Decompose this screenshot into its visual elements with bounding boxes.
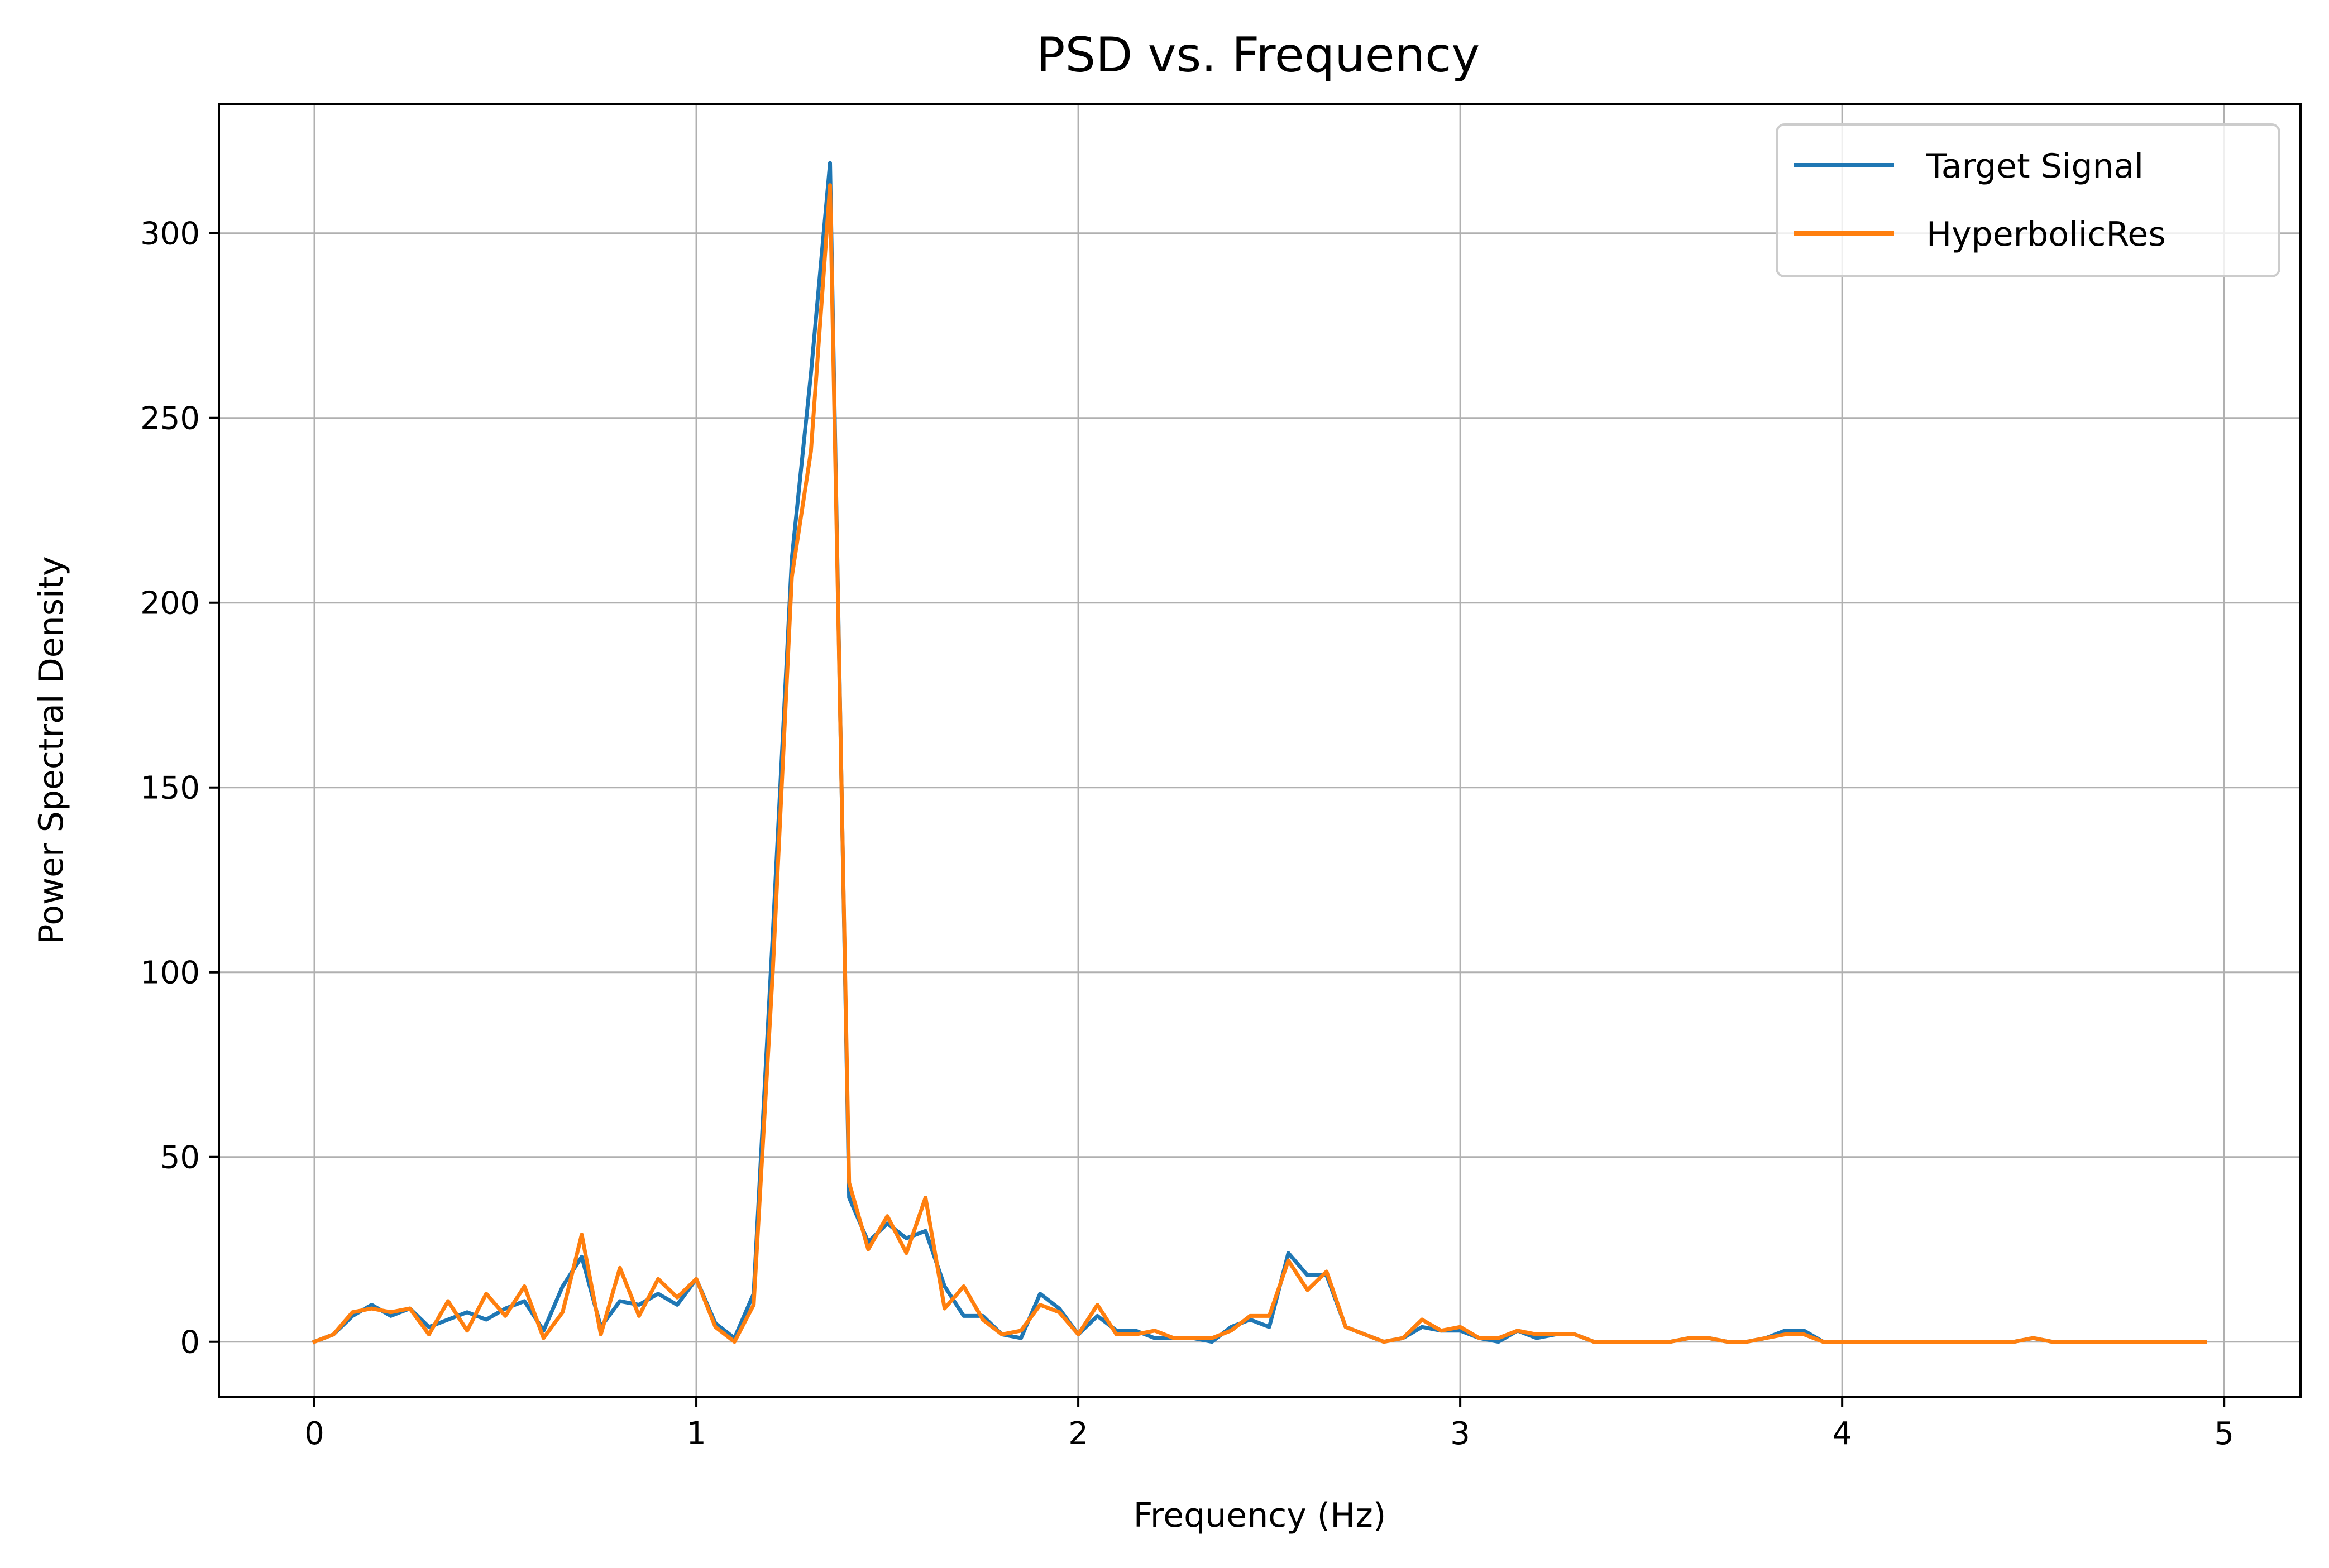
y-tick-label: 250 [140, 401, 200, 437]
y-tick-label: 100 [140, 955, 200, 991]
chart-title: PSD vs. Frequency [1036, 27, 1480, 83]
legend: Target Signal HyperbolicRes [1777, 124, 2279, 276]
y-tick-label: 150 [140, 770, 200, 807]
legend-label-target-signal: Target Signal [1926, 147, 2144, 186]
x-tick-label: 1 [686, 1416, 706, 1452]
x-tick-label: 5 [2214, 1416, 2234, 1452]
x-axis-label: Frequency (Hz) [1134, 1496, 1386, 1535]
y-axis-label: Power Spectral Density [32, 556, 71, 944]
x-tick-label: 3 [1450, 1416, 1470, 1452]
x-tick-label: 4 [1832, 1416, 1852, 1452]
y-tick-label: 300 [140, 216, 200, 252]
y-tick-label: 200 [140, 586, 200, 622]
y-tick-label: 50 [160, 1140, 200, 1176]
y-tick-label: 0 [180, 1325, 200, 1361]
x-tick-label: 0 [304, 1416, 324, 1452]
x-tick-label: 2 [1068, 1416, 1088, 1452]
legend-label-hyperbolicres: HyperbolicRes [1926, 215, 2166, 254]
